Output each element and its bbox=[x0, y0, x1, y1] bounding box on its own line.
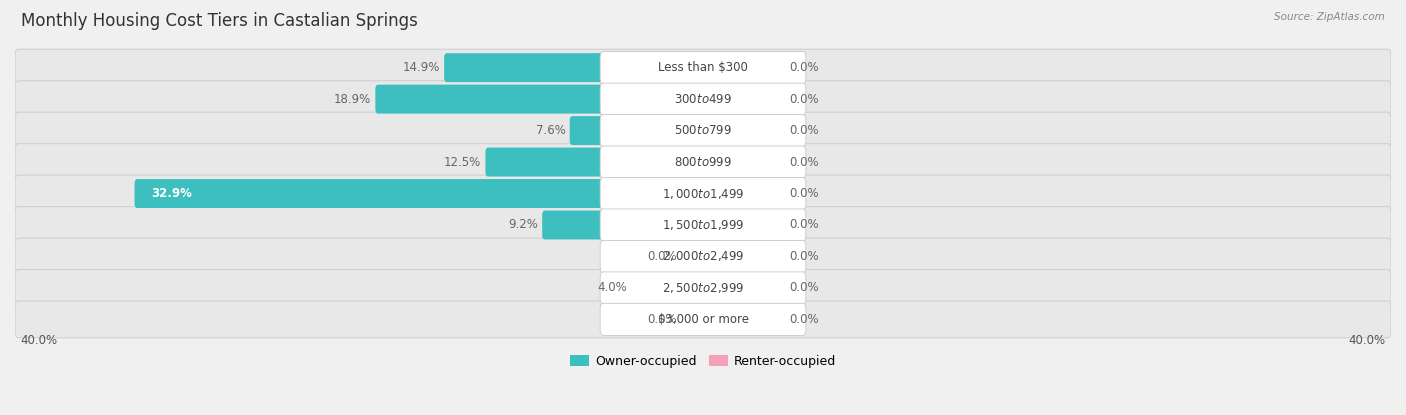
Text: $3,000 or more: $3,000 or more bbox=[658, 313, 748, 326]
FancyBboxPatch shape bbox=[600, 146, 806, 178]
FancyBboxPatch shape bbox=[600, 178, 806, 210]
FancyBboxPatch shape bbox=[679, 305, 706, 334]
Text: $800 to $999: $800 to $999 bbox=[673, 156, 733, 168]
FancyBboxPatch shape bbox=[631, 273, 706, 303]
FancyBboxPatch shape bbox=[600, 115, 806, 146]
FancyBboxPatch shape bbox=[375, 85, 706, 114]
FancyBboxPatch shape bbox=[700, 85, 783, 114]
FancyBboxPatch shape bbox=[485, 148, 706, 176]
Text: $2,500 to $2,999: $2,500 to $2,999 bbox=[662, 281, 744, 295]
Text: 32.9%: 32.9% bbox=[150, 187, 191, 200]
FancyBboxPatch shape bbox=[600, 272, 806, 304]
FancyBboxPatch shape bbox=[700, 179, 783, 208]
Text: 7.6%: 7.6% bbox=[536, 124, 565, 137]
FancyBboxPatch shape bbox=[135, 179, 706, 208]
FancyBboxPatch shape bbox=[600, 240, 806, 273]
Text: 9.2%: 9.2% bbox=[508, 218, 538, 232]
Text: Source: ZipAtlas.com: Source: ZipAtlas.com bbox=[1274, 12, 1385, 22]
Text: 0.0%: 0.0% bbox=[789, 93, 818, 106]
FancyBboxPatch shape bbox=[15, 207, 1391, 244]
Text: 0.0%: 0.0% bbox=[789, 124, 818, 137]
FancyBboxPatch shape bbox=[15, 49, 1391, 86]
FancyBboxPatch shape bbox=[15, 238, 1391, 275]
Text: 0.0%: 0.0% bbox=[789, 218, 818, 232]
Text: 18.9%: 18.9% bbox=[333, 93, 371, 106]
FancyBboxPatch shape bbox=[700, 242, 783, 271]
Text: 4.0%: 4.0% bbox=[598, 281, 627, 294]
FancyBboxPatch shape bbox=[15, 112, 1391, 149]
Legend: Owner-occupied, Renter-occupied: Owner-occupied, Renter-occupied bbox=[565, 349, 841, 373]
Text: $500 to $799: $500 to $799 bbox=[673, 124, 733, 137]
Text: $2,000 to $2,499: $2,000 to $2,499 bbox=[662, 249, 744, 264]
Text: 0.0%: 0.0% bbox=[648, 250, 678, 263]
FancyBboxPatch shape bbox=[15, 269, 1391, 306]
Text: 0.0%: 0.0% bbox=[789, 250, 818, 263]
FancyBboxPatch shape bbox=[600, 83, 806, 115]
FancyBboxPatch shape bbox=[700, 53, 783, 82]
FancyBboxPatch shape bbox=[600, 209, 806, 241]
Text: 0.0%: 0.0% bbox=[789, 156, 818, 168]
Text: 40.0%: 40.0% bbox=[1348, 334, 1386, 347]
FancyBboxPatch shape bbox=[700, 305, 783, 334]
FancyBboxPatch shape bbox=[679, 242, 706, 271]
FancyBboxPatch shape bbox=[700, 210, 783, 239]
FancyBboxPatch shape bbox=[15, 301, 1391, 338]
Text: 0.0%: 0.0% bbox=[789, 313, 818, 326]
FancyBboxPatch shape bbox=[700, 273, 783, 303]
Text: $300 to $499: $300 to $499 bbox=[673, 93, 733, 106]
Text: $1,000 to $1,499: $1,000 to $1,499 bbox=[662, 186, 744, 200]
FancyBboxPatch shape bbox=[15, 175, 1391, 212]
Text: 0.0%: 0.0% bbox=[789, 187, 818, 200]
Text: 14.9%: 14.9% bbox=[402, 61, 440, 74]
FancyBboxPatch shape bbox=[569, 116, 706, 145]
FancyBboxPatch shape bbox=[600, 303, 806, 335]
Text: 12.5%: 12.5% bbox=[444, 156, 481, 168]
FancyBboxPatch shape bbox=[15, 81, 1391, 117]
Text: $1,500 to $1,999: $1,500 to $1,999 bbox=[662, 218, 744, 232]
Text: Less than $300: Less than $300 bbox=[658, 61, 748, 74]
Text: Monthly Housing Cost Tiers in Castalian Springs: Monthly Housing Cost Tiers in Castalian … bbox=[21, 12, 418, 30]
FancyBboxPatch shape bbox=[600, 51, 806, 84]
FancyBboxPatch shape bbox=[700, 148, 783, 176]
Text: 0.0%: 0.0% bbox=[789, 61, 818, 74]
FancyBboxPatch shape bbox=[444, 53, 706, 82]
Text: 0.0%: 0.0% bbox=[648, 313, 678, 326]
FancyBboxPatch shape bbox=[15, 144, 1391, 181]
Text: 40.0%: 40.0% bbox=[20, 334, 58, 347]
FancyBboxPatch shape bbox=[700, 116, 783, 145]
Text: 0.0%: 0.0% bbox=[789, 281, 818, 294]
FancyBboxPatch shape bbox=[543, 210, 706, 239]
